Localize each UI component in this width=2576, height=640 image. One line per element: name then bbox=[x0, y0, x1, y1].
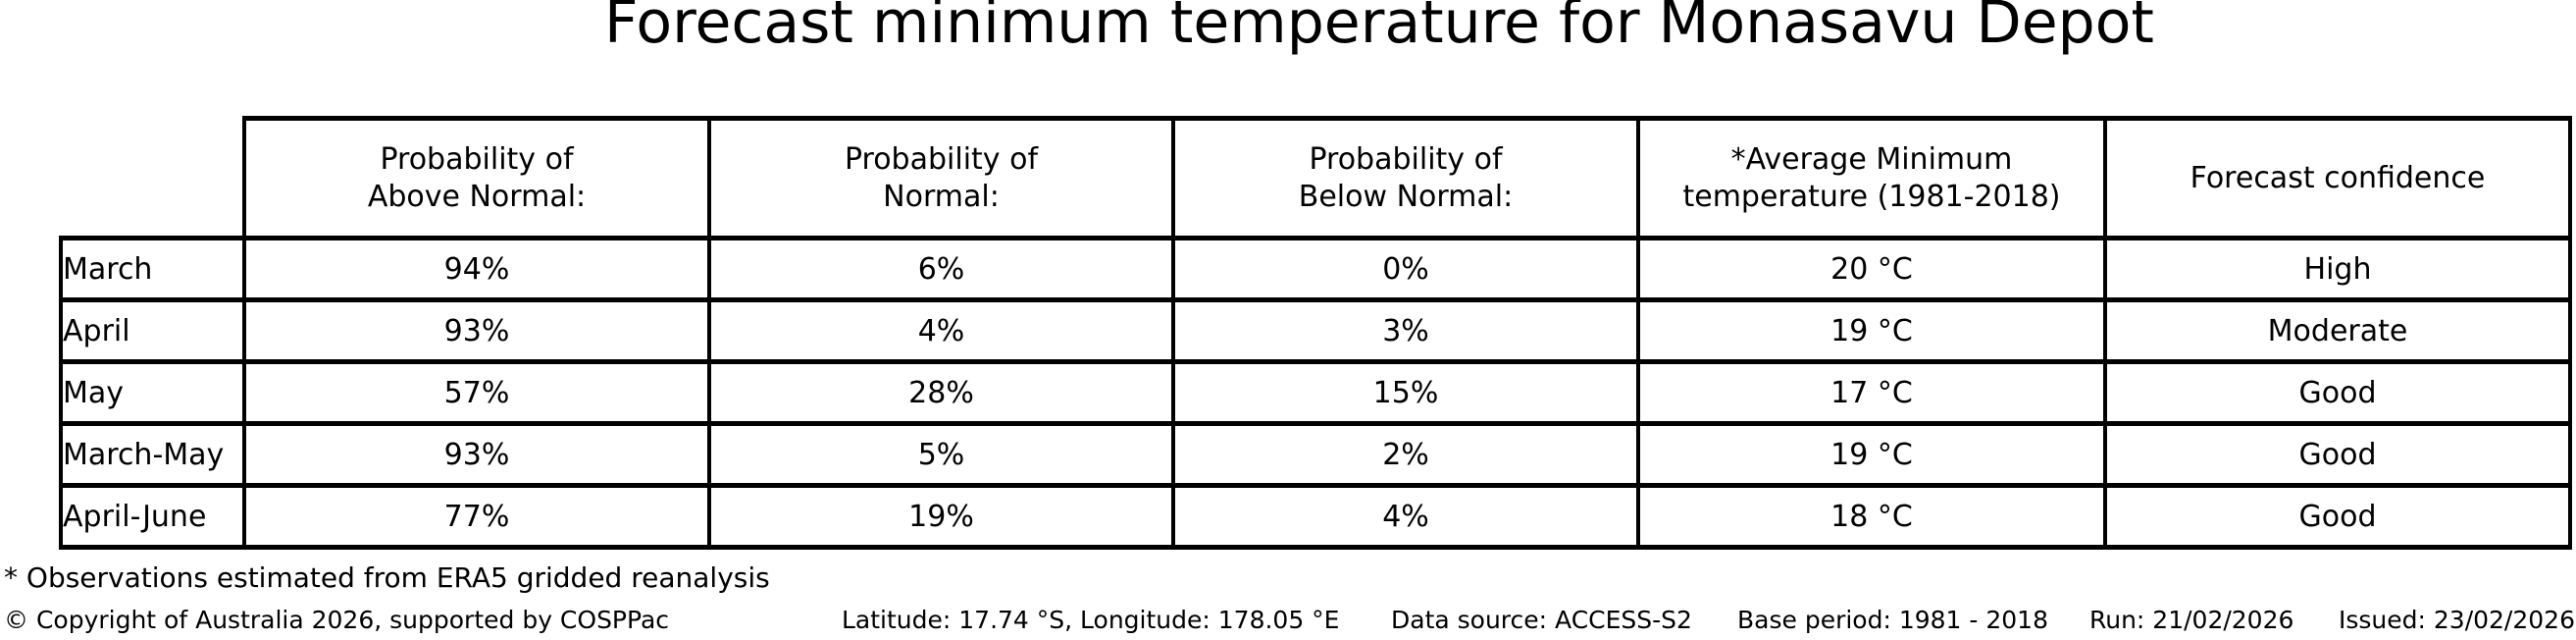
table-cell: 77% bbox=[242, 483, 711, 550]
table-cell: Good bbox=[2103, 483, 2572, 550]
forecast-table: Probability of Above Normal: Probability… bbox=[59, 116, 2572, 550]
column-header-below-normal: Probability of Below Normal: bbox=[1171, 116, 1640, 240]
location-text: Latitude: 17.74 °S, Longitude: 178.05 °E bbox=[842, 606, 1340, 634]
column-header-forecast-confidence: Forecast confidence bbox=[2103, 116, 2572, 240]
copyright-text: © Copyright of Australia 2026, supported… bbox=[4, 606, 670, 634]
observations-footnote: * Observations estimated from ERA5 gridd… bbox=[4, 561, 770, 594]
table-row: March-May 93% 5% 2% 19 °C Good bbox=[59, 421, 2572, 488]
data-source-text: Data source: ACCESS-S2 bbox=[1391, 606, 1692, 634]
table-cell: Good bbox=[2103, 359, 2572, 426]
table-cell: 2% bbox=[1171, 421, 1640, 488]
base-period-text: Base period: 1981 - 2018 bbox=[1737, 606, 2048, 634]
table-cell: 5% bbox=[707, 421, 1175, 488]
row-label-april-june: April-June bbox=[59, 483, 246, 550]
table-cell: 19 °C bbox=[1636, 421, 2107, 488]
table-cell: 4% bbox=[1171, 483, 1640, 550]
table-cell: 6% bbox=[707, 236, 1175, 302]
table-cell: 20 °C bbox=[1636, 236, 2107, 302]
table-cell: 19% bbox=[707, 483, 1175, 550]
table-cell: 93% bbox=[242, 421, 711, 488]
table-cell: Moderate bbox=[2103, 297, 2572, 364]
table-header-row: Probability of Above Normal: Probability… bbox=[61, 116, 2572, 240]
table-row: April 93% 4% 3% 19 °C Moderate bbox=[59, 297, 2572, 364]
table-cell: 94% bbox=[242, 236, 711, 302]
table-cell: 17 °C bbox=[1636, 359, 2107, 426]
row-label-march: March bbox=[59, 236, 246, 302]
table-cell: High bbox=[2103, 236, 2572, 302]
table-row: May 57% 28% 15% 17 °C Good bbox=[59, 359, 2572, 426]
row-label-may: May bbox=[59, 359, 246, 426]
table-cell: 18 °C bbox=[1636, 483, 2107, 550]
table-cell: 93% bbox=[242, 297, 711, 364]
column-header-normal: Probability of Normal: bbox=[707, 116, 1175, 240]
row-label-march-may: March-May bbox=[59, 421, 246, 488]
table-cell: 4% bbox=[707, 297, 1175, 364]
issued-date-text: Issued: 23/02/2026 bbox=[2339, 606, 2575, 634]
page-title: Forecast minimum temperature for Monasav… bbox=[604, 0, 2154, 57]
column-header-above-normal: Probability of Above Normal: bbox=[242, 116, 711, 240]
column-header-average-minimum: *Average Minimum temperature (1981-2018) bbox=[1636, 116, 2107, 240]
table-cell: 57% bbox=[242, 359, 711, 426]
table-row: April-June 77% 19% 4% 18 °C Good bbox=[59, 483, 2572, 550]
table-cell: 3% bbox=[1171, 297, 1640, 364]
run-date-text: Run: 21/02/2026 bbox=[2089, 606, 2294, 634]
row-label-april: April bbox=[59, 297, 246, 364]
table-cell: 28% bbox=[707, 359, 1175, 426]
table-cell: 0% bbox=[1171, 236, 1640, 302]
table-cell: 15% bbox=[1171, 359, 1640, 426]
table-cell: Good bbox=[2103, 421, 2572, 488]
table-cell: 19 °C bbox=[1636, 297, 2107, 364]
corner-spacer bbox=[61, 118, 244, 239]
table-row: March 94% 6% 0% 20 °C High bbox=[59, 236, 2572, 302]
